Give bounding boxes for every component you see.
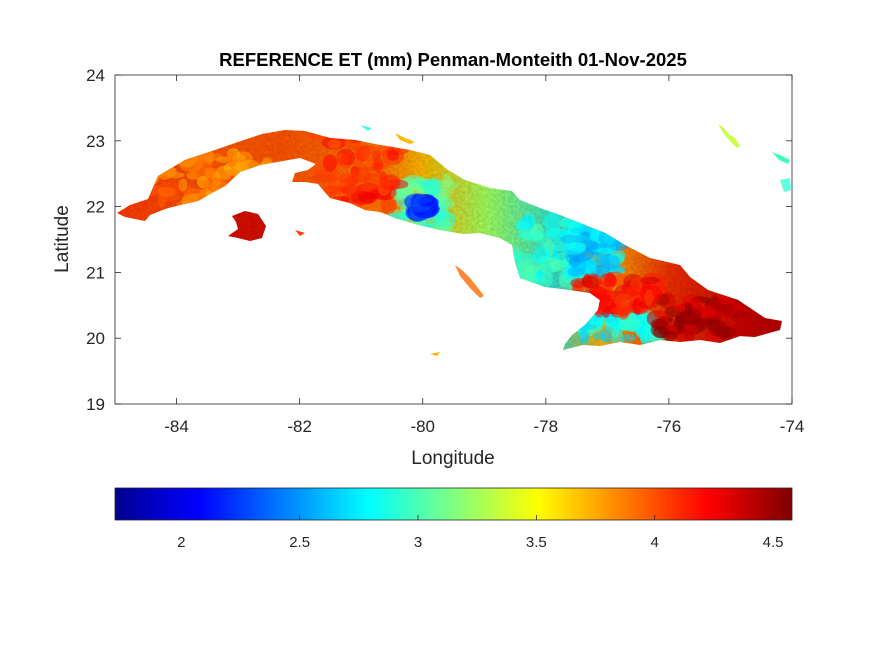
colorbar-tick-label: 2 (177, 534, 185, 551)
y-axis: 19 20 21 22 23 24 (86, 66, 792, 414)
et-patch (322, 154, 338, 172)
y-tick-label: 22 (86, 198, 105, 217)
et-patch (336, 164, 351, 171)
x-axis: -84 -82 -80 -78 -76 -74 (164, 75, 804, 436)
et-patch (633, 297, 642, 316)
et-patch (369, 144, 389, 152)
cay-far-east-2 (780, 178, 791, 192)
et-patch (621, 334, 636, 342)
et-patch (591, 317, 600, 326)
et-patch (613, 293, 634, 308)
colorbar-tick-label: 4.5 (763, 534, 784, 551)
et-patch (569, 257, 581, 268)
colorbar-tick-label: 2.5 (289, 534, 310, 551)
x-tick-label: -78 (534, 417, 559, 436)
y-axis-label: Latitude (52, 205, 73, 273)
et-patch (626, 285, 637, 297)
y-tick-label: 23 (86, 132, 105, 151)
et-patch (684, 302, 693, 317)
x-axis-label: Longitude (411, 448, 494, 469)
et-patch (618, 316, 642, 332)
et-patch (599, 273, 617, 288)
et-patch (341, 185, 362, 196)
y-tick-label: 19 (86, 395, 105, 414)
et-patch (226, 150, 238, 167)
x-tick-label: -76 (657, 417, 682, 436)
cay-sabana (360, 125, 372, 131)
y-tick-label: 21 (86, 263, 105, 282)
et-patch (157, 186, 176, 197)
et-patch (408, 205, 428, 214)
cay-far-east (772, 152, 790, 164)
colorbar-tick-label: 4 (651, 534, 659, 551)
cay-south-central (455, 265, 484, 298)
et-patch (178, 178, 188, 192)
et-patch (192, 154, 217, 163)
et-patch (659, 292, 676, 309)
et-patch (720, 300, 734, 317)
colorbar-ticks: 2 2.5 3 3.5 4 4.5 (177, 515, 783, 551)
isla-de-la-juventud (228, 211, 266, 241)
et-patch (608, 255, 621, 271)
et-patch (204, 167, 217, 179)
et-patch (442, 173, 452, 188)
et-patch (373, 157, 384, 174)
cay-south-west (295, 230, 305, 236)
et-patch (593, 332, 607, 341)
et-patch (215, 165, 234, 181)
et-patch (644, 289, 654, 307)
et-patch (610, 329, 620, 338)
et-patch (614, 304, 633, 316)
et-patch (421, 178, 442, 197)
et-patch (570, 226, 585, 234)
et-patch (728, 323, 755, 340)
et-patch (662, 331, 678, 341)
et-patch (409, 196, 432, 204)
et-patch (578, 329, 590, 345)
plot-area (115, 75, 792, 404)
et-patch (707, 319, 728, 337)
cay-north-east (718, 124, 740, 148)
et-patch (358, 192, 378, 204)
et-patch (560, 234, 581, 244)
plot-frame (114, 74, 793, 405)
et-patch (567, 241, 587, 252)
et-patch (515, 221, 530, 233)
colorbar-tick-label: 3.5 (526, 534, 547, 551)
x-tick-label: -82 (287, 417, 312, 436)
et-patch (681, 324, 697, 339)
colorbar-gradient (114, 487, 793, 521)
x-tick-label: -80 (410, 417, 435, 436)
et-patch (567, 266, 585, 277)
et-patch (581, 275, 600, 289)
x-tick-label: -74 (780, 417, 805, 436)
colorbar-tick-label: 3 (414, 534, 422, 551)
et-patch (599, 254, 610, 264)
et-patch (363, 172, 389, 191)
y-tick-label: 20 (86, 329, 105, 348)
x-tick-label: -84 (164, 417, 189, 436)
chart-title: REFERENCE ET (mm) Penman-Monteith 01-Nov… (219, 49, 687, 70)
et-patch (531, 229, 544, 243)
et-patch (543, 213, 563, 231)
colorbar: 2 2.5 3 3.5 4 4.5 (114, 487, 793, 551)
et-patch (532, 246, 550, 265)
et-patch (338, 172, 358, 185)
et-patch (650, 318, 667, 329)
et-patch (354, 144, 371, 162)
et-patch (327, 139, 341, 149)
y-tick-label: 24 (86, 66, 105, 85)
et-patch (596, 247, 614, 254)
et-patch (695, 319, 710, 331)
et-patch (524, 265, 540, 273)
cay-south (430, 352, 440, 356)
et-patch (386, 150, 400, 161)
cay-north-2 (395, 133, 415, 144)
et-patch (380, 196, 397, 214)
